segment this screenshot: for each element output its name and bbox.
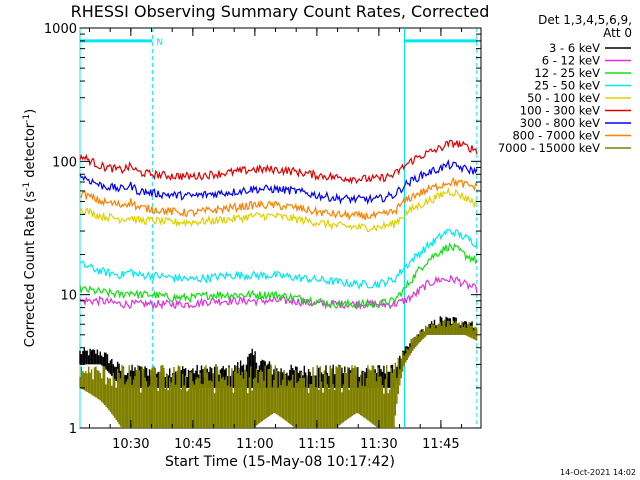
y-tick-label: 100 — [52, 155, 77, 170]
series-800-7000-kev — [79, 176, 478, 221]
x-tick-label: 11:15 — [298, 437, 335, 452]
y-axis-label-end: ) — [23, 109, 38, 114]
legend-label: 300 - 800 keV — [520, 116, 600, 130]
legend-label: 3 - 6 keV — [549, 41, 600, 55]
series-100-300-kev — [79, 139, 478, 185]
night-flag-label: N — [156, 38, 163, 48]
y-axis-label: Corrected Count Rate (s-1 detector-1) — [22, 109, 38, 347]
x-tick-label: 10:45 — [174, 437, 211, 452]
y-tick-label: 1000 — [44, 22, 77, 37]
y-axis-label-mid: detector — [23, 122, 38, 182]
legend-header-line2: Att 0 — [603, 26, 632, 40]
x-axis: 10:30 10:45 11:00 11:15 11:30 11:45 — [89, 28, 463, 452]
y-axis-label-main: Corrected Count Rate (s — [23, 191, 38, 348]
plot-area: N — [79, 28, 478, 428]
series-50-100-kev — [79, 186, 478, 233]
x-tick-label: 11:45 — [422, 437, 459, 452]
y-tick-label: 1 — [69, 422, 77, 437]
legend-header-line1: Det 1,3,4,5,6,9, — [538, 13, 632, 27]
x-tick-label: 10:30 — [112, 437, 149, 452]
series-25-50-kev — [79, 228, 478, 290]
series-12-25-kev — [79, 242, 478, 311]
series-6-12-kev — [79, 274, 478, 311]
legend-label: 100 - 300 keV — [520, 104, 600, 118]
legend-label: 12 - 25 keV — [534, 66, 600, 80]
legend-label: 50 - 100 keV — [527, 91, 600, 105]
legend-label: 7000 - 15000 keV — [498, 141, 600, 155]
y-axis-label-sup1: -1 — [22, 182, 32, 191]
legend-label: 25 - 50 keV — [534, 79, 600, 93]
legend-label: 800 - 7000 keV — [512, 129, 600, 143]
legend-label: 6 - 12 keV — [542, 54, 600, 68]
x-axis-label: Start Time (15-May-08 10:17:42) — [165, 454, 395, 470]
x-tick-label: 11:30 — [360, 437, 397, 452]
y-axis: 1000 100 10 1 — [44, 22, 481, 437]
series-7000-15000-kev — [79, 319, 478, 428]
chart-title: RHESSI Observing Summary Count Rates, Co… — [71, 2, 490, 21]
y-axis-label-sup2: -1 — [22, 114, 32, 123]
y-tick-label: 10 — [60, 289, 77, 304]
footer-timestamp: 14-Oct-2021 14:02 — [560, 468, 636, 477]
x-tick-label: 11:00 — [236, 437, 273, 452]
series-300-800-kev — [79, 158, 478, 206]
